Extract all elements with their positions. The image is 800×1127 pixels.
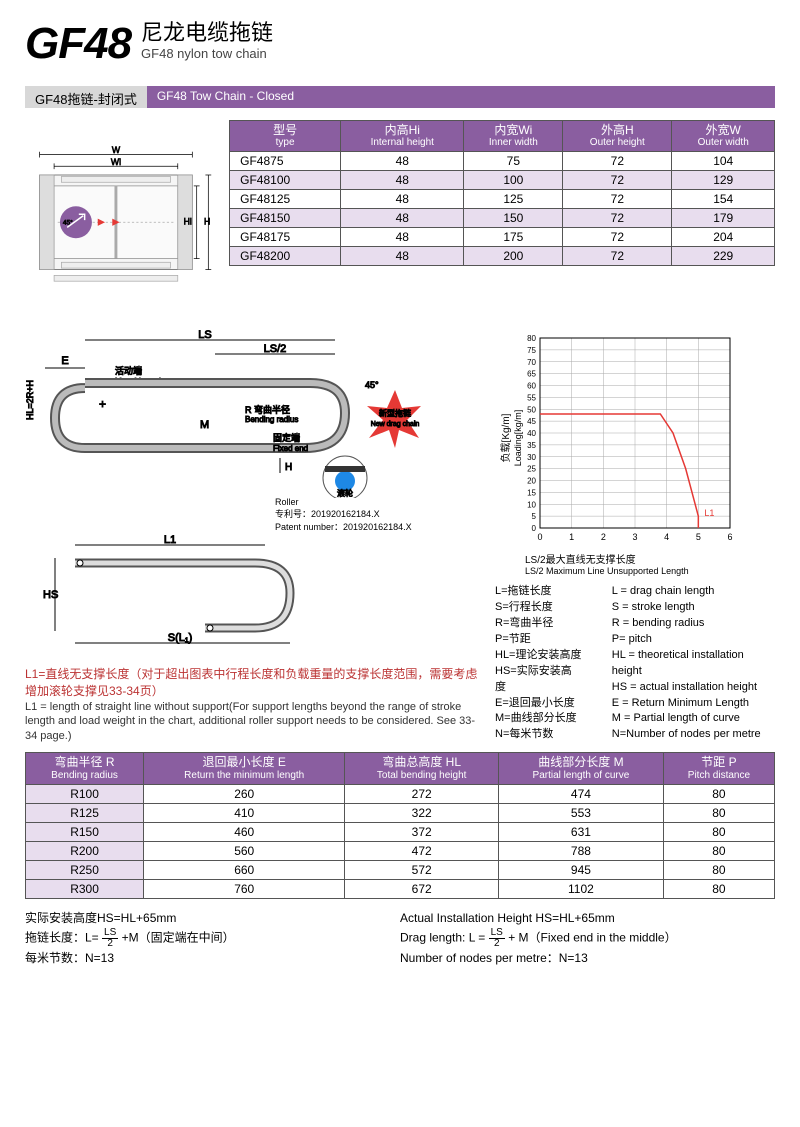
svg-text:W: W [112, 145, 121, 155]
installation-diagram: LS LS/2 E 活动端 Movable end + R 弯曲半径 Bendi… [25, 328, 445, 498]
table-row: GF482004820072229 [230, 247, 775, 266]
svg-text:55: 55 [527, 393, 536, 402]
patent-en: Patent number：201920162184.X [275, 520, 483, 533]
svg-text:4: 4 [664, 532, 669, 542]
svg-text:活动端: 活动端 [115, 365, 142, 376]
band-cn: GF48拖链-封闭式 [25, 86, 147, 108]
cross-section-diagram: W Wi 45° Hi H [25, 120, 214, 310]
svg-text:60: 60 [527, 381, 536, 390]
svg-text:15: 15 [527, 488, 536, 497]
page-header: GF48 尼龙电缆拖链 GF48 nylon tow chain [25, 20, 775, 66]
title-en: GF48 nylon tow chain [141, 46, 273, 62]
chart-x-cn: LS/2最大直线无支撑长度 [525, 551, 775, 566]
foot-r2: Drag length: L = LS2 + M（Fixed end in th… [400, 928, 775, 949]
band-en: GF48 Tow Chain - Closed [147, 86, 775, 108]
svg-text:LS/2: LS/2 [264, 343, 287, 355]
svg-text:新型拖链: 新型拖链 [379, 408, 411, 418]
svg-text:40: 40 [527, 429, 536, 438]
svg-text:3: 3 [632, 532, 637, 542]
svg-text:45°: 45° [63, 218, 73, 226]
dimensions-table: 型号type内高HiInternal height内宽WiInner width… [229, 120, 775, 266]
svg-text:Wi: Wi [111, 157, 121, 167]
svg-text:5: 5 [696, 532, 701, 542]
table-row: GF481754817572204 [230, 228, 775, 247]
svg-text:R 弯曲半径: R 弯曲半径 [245, 404, 290, 415]
svg-text:负载[Kg/m]: 负载[Kg/m] [499, 413, 512, 462]
svg-text:滚轮: 滚轮 [337, 488, 353, 498]
svg-text:Fixed end: Fixed end [273, 444, 308, 453]
svg-text:H: H [285, 462, 292, 473]
bending-radius-table: 弯曲半径 RBending radius退回最小长度 EReturn the m… [25, 752, 775, 898]
svg-text:M: M [200, 419, 209, 431]
svg-text:70: 70 [527, 358, 536, 367]
table-row: R25066057294580 [26, 860, 775, 879]
svg-text:Hi: Hi [184, 216, 192, 226]
svg-text:65: 65 [527, 370, 536, 379]
svg-text:Bending radius: Bending radius [245, 415, 298, 424]
foot-l3: 每米节数：N=13 [25, 949, 400, 968]
svg-text:6: 6 [727, 532, 732, 542]
svg-text:固定端: 固定端 [273, 432, 300, 443]
svg-text:30: 30 [527, 453, 536, 462]
foot-r1: Actual Installation Height HS=HL+65mm [400, 909, 775, 928]
svg-text:35: 35 [527, 441, 536, 450]
svg-text:+: + [99, 397, 106, 411]
svg-text:25: 25 [527, 465, 536, 474]
l1-note-en: L1 = length of straight line without sup… [25, 700, 483, 745]
foot-l2: 拖链长度：L= LS2 +M（固定端在中间） [25, 928, 400, 949]
mounting-diagram: L1 HS S(L₁) [25, 533, 325, 653]
section-band: GF48拖链-封闭式 GF48 Tow Chain - Closed [25, 86, 775, 108]
svg-text:45: 45 [527, 417, 536, 426]
patent-cn: 专利号：201920162184.X [275, 507, 483, 520]
l1-note-cn: L1=直线无支撑长度（对于超出图表中行程长度和负载重量的支撑长度范围，需要考虑增… [25, 666, 483, 700]
svg-text:0: 0 [532, 524, 537, 533]
table-row: GF481004810072129 [230, 171, 775, 190]
svg-text:L1: L1 [704, 508, 714, 518]
table-row: R20056047278880 [26, 841, 775, 860]
svg-text:HS: HS [43, 589, 58, 601]
svg-text:Loading[kg/m]: Loading[kg/m] [513, 410, 523, 467]
product-code: GF48 [25, 22, 131, 66]
svg-text:1: 1 [569, 532, 574, 542]
svg-text:80: 80 [527, 334, 536, 343]
table-row: GF4875487572104 [230, 152, 775, 171]
table-row: R300760672110280 [26, 879, 775, 898]
table-row: R10026027247480 [26, 784, 775, 803]
foot-l1: 实际安装高度HS=HL+65mm [25, 909, 400, 928]
svg-text:H: H [204, 216, 210, 226]
svg-text:45°: 45° [365, 380, 379, 390]
chart-x-en: LS/2 Maximum Line Unsupported Length [525, 566, 775, 576]
svg-text:0: 0 [537, 532, 542, 542]
svg-text:2: 2 [601, 532, 606, 542]
svg-text:E: E [61, 355, 68, 367]
svg-text:L1: L1 [164, 534, 176, 546]
svg-text:5: 5 [532, 512, 537, 521]
table-row: R12541032255380 [26, 803, 775, 822]
load-chart: 负载[Kg/m] Loading[kg/m] 01234560510152025… [495, 328, 745, 548]
table-row: GF481254812572154 [230, 190, 775, 209]
table-row: GF481504815072179 [230, 209, 775, 228]
footer-formulas: 实际安装高度HS=HL+65mm Actual Installation Hei… [25, 909, 775, 968]
foot-r3: Number of nodes per metre：N=13 [400, 949, 775, 968]
table-row: R15046037263180 [26, 822, 775, 841]
symbol-definitions: L=拖链长度S=行程长度R=弯曲半径P=节距HL=理论安装高度HS=实际安装高度… [495, 584, 775, 743]
svg-text:New drag chain: New drag chain [371, 421, 420, 428]
svg-text:10: 10 [527, 500, 536, 509]
roller-en: Roller [275, 497, 483, 507]
title-cn: 尼龙电缆拖链 [141, 20, 273, 46]
svg-text:75: 75 [527, 346, 536, 355]
svg-text:20: 20 [527, 476, 536, 485]
svg-text:HL=2R+H: HL=2R+H [25, 380, 35, 420]
svg-text:LS: LS [198, 329, 211, 341]
svg-text:S(L₁): S(L₁) [168, 632, 193, 644]
svg-text:50: 50 [527, 405, 536, 414]
